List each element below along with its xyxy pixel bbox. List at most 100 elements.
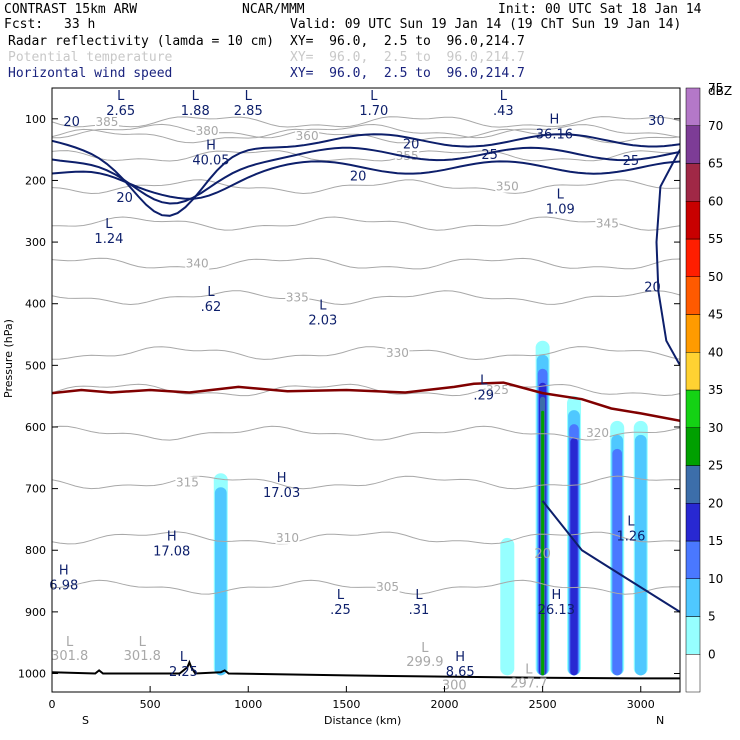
annotation-marker-6: H <box>206 138 216 153</box>
theta-contour-label-355: 355 <box>396 149 419 163</box>
x-tick-label-1500: 1500 <box>332 698 360 711</box>
field-wind-name: Horizontal wind speed <box>8 66 173 81</box>
theta-contour-label-335: 335 <box>286 291 309 305</box>
annotation-value-5: 36.16 <box>536 127 573 142</box>
colorbar-swatch-40 <box>685 352 701 391</box>
theta-label-bg-315 <box>175 476 200 489</box>
wind-contour-label-4: 20 <box>403 137 420 152</box>
wind-contour-30 <box>52 160 680 200</box>
wind-contour-label-2: 25 <box>623 154 640 169</box>
annotation-marker-14: H <box>59 564 69 579</box>
annotation-marker-2: L <box>245 89 253 104</box>
org-label: NCAR/MMM <box>242 2 305 17</box>
theta-label-bg-345 <box>595 217 620 230</box>
theta-contour-label-305: 305 <box>376 580 399 594</box>
theta-label-bg-340 <box>185 257 210 270</box>
annotation-value-7: 1.09 <box>546 203 575 218</box>
colorbar-label-60: 60 <box>708 194 723 208</box>
annotation-value-18: 26.13 <box>538 603 575 618</box>
theta-extremum-marker-0: L <box>66 635 74 650</box>
annotation-value-6: 40.05 <box>192 153 229 168</box>
annotation-value-14: 6.98 <box>49 579 78 594</box>
init-time: Init: 00 UTC Sat 18 Jan 14 <box>498 2 702 17</box>
reflectivity-cell-5-band-5 <box>500 537 515 676</box>
theta-contour-label-345: 345 <box>596 217 619 231</box>
theta-contour-label-340: 340 <box>186 257 209 271</box>
y-tick-label-1000: 1000 <box>18 668 46 681</box>
plot-frame <box>51 87 681 693</box>
freezing-level-line <box>52 381 680 423</box>
annotation-value-16: .25 <box>330 603 351 618</box>
annotation-marker-20: H <box>455 650 465 665</box>
colorbar-label-65: 65 <box>708 157 723 171</box>
theta-contour-335 <box>52 290 680 306</box>
forecast-hours: 33 h <box>64 17 96 32</box>
colorbar-swatch-45 <box>685 314 701 353</box>
theta-extremum-value-5: 20 <box>534 547 551 562</box>
x-axis-label: Distance (km) <box>324 714 401 727</box>
annotation-marker-12: H <box>277 471 287 486</box>
theta-label-bg-320 <box>585 427 610 440</box>
wind-contour-right <box>655 149 680 366</box>
y-tick-label-700: 700 <box>25 483 46 496</box>
annotation-marker-7: L <box>557 188 565 203</box>
theta-label-bg-360 <box>295 130 320 143</box>
forecast-label: Fcst: <box>4 17 44 32</box>
annotation-marker-4: L <box>500 89 508 104</box>
annotation-value-12: 17.03 <box>263 486 300 501</box>
x-tick-label-3000: 3000 <box>627 698 655 711</box>
theta-extremum-marker-3: L <box>525 663 533 678</box>
colorbar-label-30: 30 <box>708 421 723 435</box>
annotation-marker-15: L <box>627 514 635 529</box>
wind-contour-label-1: 30 <box>648 114 665 129</box>
colorbar-unit: dBZ <box>708 84 732 98</box>
annotation-marker-9: L <box>207 285 215 300</box>
annotation-marker-16: L <box>337 588 345 603</box>
theta-label-bg-335 <box>285 291 310 304</box>
theta-label-bg-305 <box>375 581 400 594</box>
colorbar-label-75: 75 <box>708 81 723 95</box>
theta-contour-355 <box>52 150 680 162</box>
colorbar-swatch-0 <box>685 654 701 693</box>
colorbar-label-10: 10 <box>708 572 723 586</box>
theta-contour-350 <box>52 179 680 195</box>
theta-extremum-value-2: 299.9 <box>406 655 443 670</box>
theta-label-bg-385 <box>94 115 119 128</box>
theta-contour-380 <box>52 123 680 139</box>
x-tick-label-2000: 2000 <box>431 698 459 711</box>
annotation-value-1: 1.88 <box>181 104 210 119</box>
x-tick-label-1000: 1000 <box>234 698 262 711</box>
annotation-value-11: .29 <box>473 389 494 404</box>
x-tick-label-0: 0 <box>49 698 56 711</box>
annotation-marker-11: L <box>480 374 488 389</box>
reflectivity-cell-4-band-10 <box>634 434 647 676</box>
colorbar-swatch-5 <box>685 616 701 655</box>
theta-label-bg-325 <box>485 384 510 396</box>
field-reflectivity-name: Radar reflectivity (lamda = 10 cm) <box>8 34 275 49</box>
annotation-value-17: .31 <box>409 603 430 618</box>
annotation-marker-3: L <box>370 89 378 104</box>
theta-contour-340 <box>52 257 680 270</box>
theta-label-bg-310 <box>275 531 300 544</box>
colorbar-swatch-15 <box>685 540 701 579</box>
field-theta-xy: XY= 96.0, 2.5 to 96.0,214.7 <box>290 50 525 65</box>
theta-extremum-value-3: 297.7 <box>510 677 547 692</box>
annotation-marker-0: L <box>117 89 125 104</box>
colorbar-label-15: 15 <box>708 534 723 548</box>
annotation-marker-1: L <box>192 89 200 104</box>
colorbar-swatch-25 <box>685 465 701 504</box>
theta-contour-320 <box>52 425 680 441</box>
y-tick-label-100: 100 <box>25 113 46 126</box>
colorbar-label-5: 5 <box>708 610 716 624</box>
colorbar-swatch-35 <box>685 389 701 428</box>
theta-label-bg-350 <box>495 180 520 193</box>
x-tick-label-2500: 2500 <box>529 698 557 711</box>
colorbar-swatch-65 <box>685 163 701 202</box>
colorbar-swatch-50 <box>685 276 701 315</box>
colorbar-label-40: 40 <box>708 345 723 359</box>
theta-contour-label-330: 330 <box>386 346 409 360</box>
north-end-label: N <box>656 714 664 727</box>
annotation-marker-8: L <box>105 217 113 232</box>
wind-contour-label-0: 20 <box>63 115 80 130</box>
y-tick-label-600: 600 <box>25 421 46 434</box>
